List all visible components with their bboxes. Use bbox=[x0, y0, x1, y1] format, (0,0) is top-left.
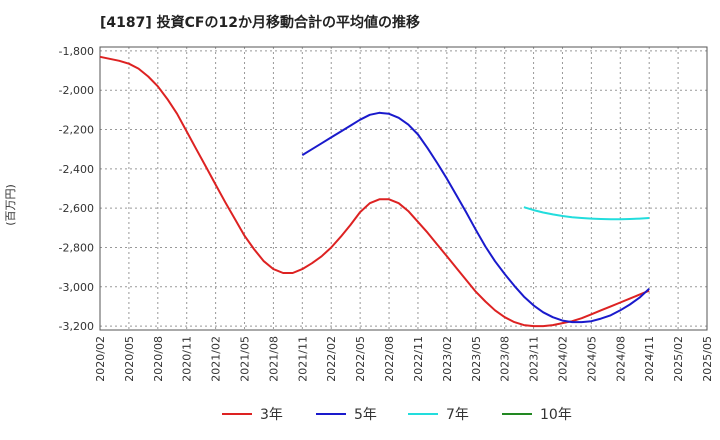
x-tick-label: 2023/08 bbox=[499, 336, 512, 382]
y-tick-label: -3,000 bbox=[59, 281, 94, 294]
x-tick-label: 2021/05 bbox=[239, 336, 252, 382]
y-tick-label: -3,200 bbox=[59, 320, 94, 333]
series-lines bbox=[99, 55, 650, 328]
grid bbox=[99, 47, 708, 330]
x-tick-label: 2021/02 bbox=[210, 336, 223, 382]
x-tick-label: 2025/02 bbox=[672, 336, 685, 382]
legend: 3年 5年 7年 10年 bbox=[222, 407, 572, 423]
x-axis-ticks: 2020/02 2020/05 2020/08 2020/11 2021/02 2021/… bbox=[94, 336, 714, 382]
x-tick-label: 2025/05 bbox=[701, 336, 714, 382]
y-tick-label: -2,600 bbox=[59, 202, 94, 215]
x-tick-label: 2023/11 bbox=[528, 336, 541, 382]
y-tick-label: -2,000 bbox=[59, 84, 94, 97]
y-tick-label: -2,200 bbox=[59, 124, 94, 137]
y-axis-label: (百万円) bbox=[4, 184, 17, 226]
x-tick-label: 2024/02 bbox=[556, 336, 569, 382]
y-axis-ticks: -1,800 -2,000 -2,200 -2,400 -2,600 -2,800 -3,0… bbox=[59, 45, 94, 333]
x-tick-label: 2022/05 bbox=[354, 336, 367, 382]
plot-area-border bbox=[99, 46, 708, 331]
legend-label: 7年 bbox=[446, 407, 469, 423]
series-line-3年 bbox=[99, 55, 650, 328]
x-tick-label: 2024/05 bbox=[585, 336, 598, 382]
y-tick-label: -2,800 bbox=[59, 241, 94, 254]
x-tick-label: 2021/11 bbox=[296, 336, 309, 382]
legend-label: 10年 bbox=[540, 407, 572, 423]
legend-label: 5年 bbox=[354, 407, 377, 423]
x-tick-label: 2023/02 bbox=[441, 336, 454, 382]
x-tick-label: 2020/02 bbox=[94, 336, 107, 382]
x-tick-label: 2020/05 bbox=[123, 336, 136, 382]
x-tick-label: 2022/11 bbox=[412, 336, 425, 382]
x-tick-label: 2020/08 bbox=[152, 336, 165, 382]
x-tick-label: 2020/11 bbox=[181, 336, 194, 382]
legend-label: 3年 bbox=[260, 407, 283, 423]
x-tick-label: 2024/11 bbox=[643, 336, 656, 382]
chart-title: [4187] 投資CFの12か月移動合計の平均値の推移 bbox=[100, 14, 420, 31]
x-tick-label: 2022/02 bbox=[325, 336, 338, 382]
y-tick-label: -1,800 bbox=[59, 45, 94, 58]
series-line-7年 bbox=[523, 206, 650, 221]
x-tick-label: 2024/08 bbox=[614, 336, 627, 382]
y-tick-label: -2,400 bbox=[59, 163, 94, 176]
x-tick-label: 2022/08 bbox=[383, 336, 396, 382]
series-line-5年 bbox=[301, 111, 650, 324]
x-tick-label: 2021/08 bbox=[267, 336, 280, 382]
x-tick-label: 2023/05 bbox=[470, 336, 483, 382]
